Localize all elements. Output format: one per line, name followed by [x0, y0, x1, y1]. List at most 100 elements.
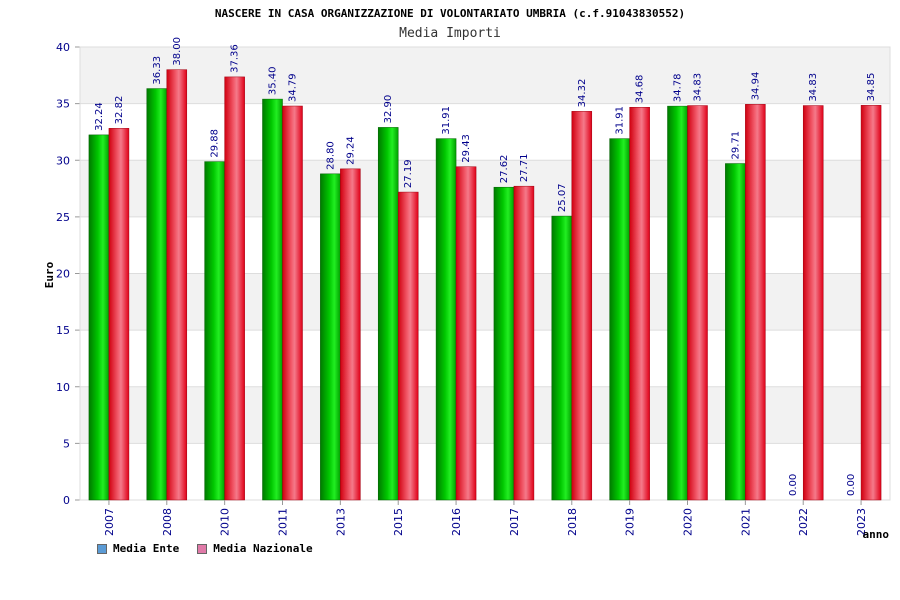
data-label: 32.90: [383, 95, 394, 124]
bar-media-nazionale-2007: [108, 128, 130, 501]
data-label: 34.85: [866, 73, 877, 102]
grid-band: [80, 273, 890, 331]
data-label: 29.24: [345, 136, 356, 165]
bar-media-nazionale-2011: [282, 105, 303, 501]
data-label: 29.43: [461, 134, 472, 163]
x-tick-label-2011: 2011: [277, 508, 290, 536]
data-label: 36.33: [152, 56, 163, 85]
data-label: 34.79: [288, 73, 299, 102]
bar-media-nazionale-2013: [340, 168, 361, 501]
x-tick-label-2007: 2007: [103, 508, 116, 536]
data-label: 31.91: [615, 106, 626, 135]
data-label: 37.36: [230, 44, 241, 73]
bar-media-nazionale-2015: [397, 191, 419, 501]
grid-band: [80, 443, 890, 500]
grid-band: [80, 386, 890, 444]
data-label: 28.80: [325, 141, 336, 170]
bar-media-ente-2010: [204, 161, 225, 501]
data-label: 35.40: [268, 66, 279, 95]
legend: Media Ente Media Nazionale: [97, 542, 313, 555]
x-tick-label-2016: 2016: [450, 508, 463, 536]
data-label: 34.94: [750, 72, 761, 101]
plot-frame: [79, 46, 891, 501]
bar-media-nazionale-2019: [629, 106, 650, 501]
x-tick-label-2010: 2010: [219, 508, 232, 536]
x-tick-label-2022: 2022: [797, 508, 810, 536]
x-tick-label-2017: 2017: [508, 508, 521, 536]
data-label: 31.91: [441, 106, 452, 135]
bar-media-ente-2015: [377, 127, 399, 501]
chart-subtitle: Media Importi: [399, 26, 501, 41]
x-tick-label-2021: 2021: [739, 508, 752, 536]
x-axis: 2007 2008 2010 2011 2013 2015 2016 2017 2018 2019…: [103, 500, 868, 536]
bar-media-ente-2018: [551, 215, 573, 501]
grid-band: [80, 160, 890, 217]
y-tick-label: 35: [56, 98, 70, 111]
x-tick-label-2020: 2020: [682, 508, 695, 536]
bar-media-nazionale-2023: [860, 105, 882, 501]
grid-band: [80, 216, 890, 274]
bar-media-nazionale-2021: [745, 104, 766, 501]
x-axis-label: anno: [863, 528, 890, 541]
bar-media-nazionale-2010: [224, 76, 245, 501]
x-tick-label-2015: 2015: [392, 508, 405, 536]
legend-swatch-media-nazionale: [197, 543, 208, 554]
data-label: 38.00: [172, 37, 183, 66]
y-tick-label: 20: [56, 268, 70, 281]
bar-media-ente-2007: [88, 134, 110, 501]
legend-entry-media-nazionale: Media Nazionale: [197, 542, 313, 555]
legend-label-media-nazionale: Media Nazionale: [213, 542, 313, 555]
data-label: 0.00: [788, 474, 799, 496]
bar-media-nazionale-2016: [455, 166, 477, 501]
bar-media-ente-2016: [435, 138, 457, 501]
data-label: 34.32: [577, 79, 588, 108]
grid-band: [80, 47, 890, 104]
data-label: 34.78: [673, 73, 684, 102]
bar-media-nazionale-2018: [571, 111, 593, 501]
bar-media-ente-2008: [146, 88, 168, 501]
data-label: 27.71: [519, 154, 530, 183]
data-label: 27.19: [403, 159, 414, 188]
data-label: 34.83: [693, 73, 704, 102]
legend-label-media-ente: Media Ente: [113, 542, 180, 555]
x-tick-label-2013: 2013: [334, 508, 347, 536]
legend-swatch-media-ente: [97, 543, 107, 554]
y-tick-label: 30: [56, 154, 70, 167]
bar-media-ente-2020: [667, 105, 688, 501]
y-tick-label: 5: [63, 437, 70, 450]
y-tick-label: 0: [63, 494, 70, 507]
y-tick-label: 40: [56, 41, 70, 54]
chart-title: NASCERE IN CASA ORGANIZZAZIONE DI VOLONT…: [215, 7, 685, 20]
bar-media-nazionale-2022: [802, 105, 824, 501]
data-label: 34.68: [635, 75, 646, 104]
data-label: 29.71: [730, 131, 741, 160]
bar-media-nazionale-2008: [166, 69, 188, 501]
data-labels: 32.24 32.82 36.33 38.00 29.88 37.36 35.40 34.79…: [94, 37, 877, 496]
bar-media-ente-2011: [262, 98, 283, 501]
bars: [88, 69, 882, 501]
bar-media-nazionale-2020: [687, 105, 708, 501]
x-tick-label-2023: 2023: [855, 508, 868, 536]
bar-media-ente-2021: [725, 163, 746, 501]
data-label: 32.24: [94, 102, 105, 131]
data-label: 0.00: [846, 474, 857, 496]
grid-band: [80, 330, 890, 387]
y-tick-label: 10: [56, 381, 70, 394]
y-axis-label: Euro: [43, 261, 56, 288]
grid-band: [80, 103, 890, 161]
y-tick-label: 15: [56, 324, 70, 337]
bar-media-ente-2013: [320, 173, 341, 501]
data-label: 29.88: [210, 129, 221, 158]
data-label: 25.07: [557, 183, 568, 212]
x-tick-label-2018: 2018: [566, 508, 579, 536]
legend-entry-media-ente: Media Ente: [97, 542, 179, 555]
data-label: 27.62: [499, 155, 510, 184]
y-tick-label: 25: [56, 211, 70, 224]
bar-media-ente-2017: [493, 186, 515, 501]
data-label: 32.82: [114, 96, 125, 125]
x-tick-label-2019: 2019: [624, 508, 637, 536]
bar-media-ente-2019: [609, 138, 630, 501]
x-tick-label-2008: 2008: [161, 508, 174, 536]
bar-media-nazionale-2017: [513, 185, 535, 501]
